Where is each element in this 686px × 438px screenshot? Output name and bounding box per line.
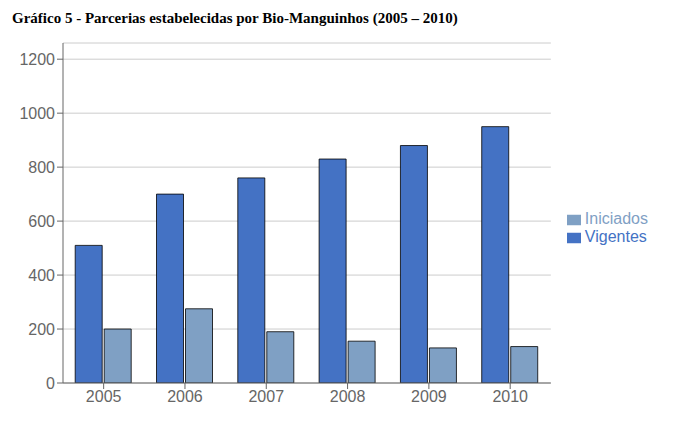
svg-text:600: 600 xyxy=(28,213,55,230)
svg-text:2006: 2006 xyxy=(167,388,203,405)
svg-text:400: 400 xyxy=(28,267,55,284)
svg-text:1200: 1200 xyxy=(19,51,55,68)
svg-text:1000: 1000 xyxy=(19,105,55,122)
svg-text:2005: 2005 xyxy=(86,388,122,405)
html-text:Vigentes: Vigentes xyxy=(584,228,647,245)
svg-text:200: 200 xyxy=(28,321,55,338)
svg-text:0: 0 xyxy=(46,375,55,392)
html-text:Gráfico 5 - Parcerias estabele: Gráfico 5 - Parcerias estabelecidas por … xyxy=(12,10,458,26)
html-text:Iniciados: Iniciados xyxy=(584,210,648,227)
svg-text:2010: 2010 xyxy=(492,388,528,405)
svg-text:800: 800 xyxy=(28,159,55,176)
svg-text:2008: 2008 xyxy=(330,388,366,405)
svg-text:2007: 2007 xyxy=(248,388,284,405)
svg-text:2009: 2009 xyxy=(411,388,447,405)
